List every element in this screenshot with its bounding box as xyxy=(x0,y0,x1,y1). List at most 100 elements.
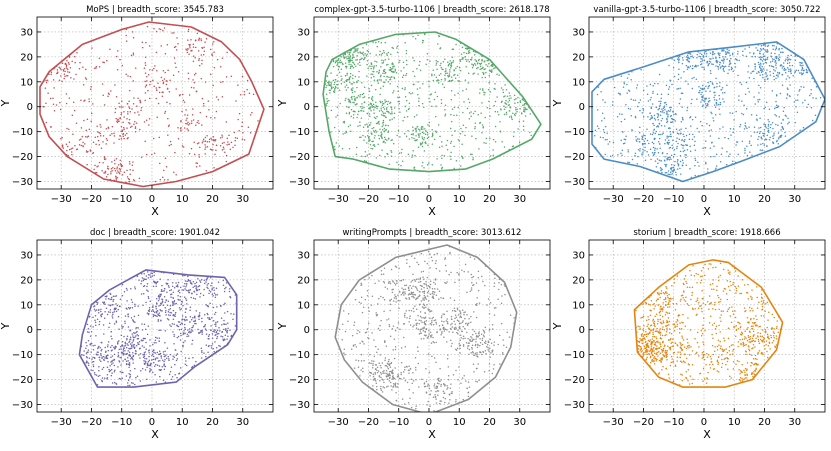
scatter-point xyxy=(478,148,480,150)
scatter-point xyxy=(370,77,373,79)
scatter-point xyxy=(166,101,168,104)
scatter-point xyxy=(623,138,626,140)
scatter-point xyxy=(120,164,122,167)
scatter-point xyxy=(489,115,491,117)
scatter-point xyxy=(691,64,694,67)
scatter-point xyxy=(685,144,687,146)
scatter-point xyxy=(141,340,143,342)
scatter-point xyxy=(166,282,169,285)
scatter-point xyxy=(131,333,133,335)
scatter-point xyxy=(198,122,200,124)
scatter-point xyxy=(814,114,817,116)
scatter-point xyxy=(712,51,714,53)
scatter-point xyxy=(113,370,116,373)
scatter-point xyxy=(421,290,424,293)
scatter-point xyxy=(463,270,465,273)
scatter-point xyxy=(726,51,728,53)
scatter-point xyxy=(706,62,708,64)
scatter-point xyxy=(203,46,205,48)
scatter-point xyxy=(121,340,124,343)
scatter-point xyxy=(430,389,432,392)
scatter-point xyxy=(467,72,470,74)
scatter-point xyxy=(210,116,212,119)
scatter-point xyxy=(144,357,146,360)
scatter-point xyxy=(421,145,424,148)
scatter-point xyxy=(447,75,450,78)
scatter-point xyxy=(431,129,433,131)
scatter-point xyxy=(747,71,749,73)
scatter-point xyxy=(104,158,107,160)
scatter-point xyxy=(184,332,186,334)
scatter-point xyxy=(113,348,116,350)
scatter-point xyxy=(427,335,430,338)
scatter-point xyxy=(187,124,190,126)
scatter-point xyxy=(764,80,766,82)
scatter-point xyxy=(728,65,730,67)
scatter-point xyxy=(404,380,407,382)
scatter-point xyxy=(107,341,110,343)
scatter-point xyxy=(383,68,386,71)
scatter-point xyxy=(677,165,680,167)
scatter-point xyxy=(159,309,161,311)
scatter-point xyxy=(493,87,495,90)
scatter-point xyxy=(129,173,131,175)
scatter-point xyxy=(383,108,386,110)
scatter-point xyxy=(93,67,96,70)
scatter-point xyxy=(682,118,684,120)
scatter-point xyxy=(123,353,125,355)
scatter-point xyxy=(449,142,452,144)
scatter-point xyxy=(96,125,98,128)
scatter-point xyxy=(488,81,490,84)
scatter-point xyxy=(714,91,716,93)
scatter-point xyxy=(705,85,707,88)
scatter-point xyxy=(82,66,84,68)
scatter-point xyxy=(513,131,515,133)
scatter-point xyxy=(712,120,715,122)
x-tick-label: 30 xyxy=(236,194,249,205)
scatter-point xyxy=(184,328,187,331)
scatter-point xyxy=(381,100,384,103)
scatter-point xyxy=(660,119,663,122)
scatter-point xyxy=(138,341,141,343)
scatter-point xyxy=(396,51,399,53)
scatter-point xyxy=(679,167,681,170)
scatter-point xyxy=(334,78,337,81)
scatter-point xyxy=(94,373,96,376)
scatter-point xyxy=(193,364,196,367)
scatter-point xyxy=(669,167,672,169)
scatter-point xyxy=(451,318,453,320)
scatter-point xyxy=(65,65,68,68)
scatter-point xyxy=(650,158,652,161)
scatter-point xyxy=(149,69,151,71)
scatter-point xyxy=(212,320,215,322)
scatter-point xyxy=(116,172,118,174)
scatter-point xyxy=(372,41,374,43)
scatter-point xyxy=(673,113,675,116)
scatter-point xyxy=(114,346,117,349)
scatter-point xyxy=(348,148,351,150)
scatter-point xyxy=(80,138,82,140)
scatter-point xyxy=(356,86,358,89)
scatter-point xyxy=(129,169,131,171)
scatter-point xyxy=(378,123,380,125)
scatter-point xyxy=(429,405,431,408)
scatter-point xyxy=(230,75,233,78)
scatter-point xyxy=(718,63,721,66)
scatter-point xyxy=(760,136,763,138)
scatter-point xyxy=(134,303,136,306)
scatter-point xyxy=(782,65,785,68)
scatter-point xyxy=(750,135,752,137)
scatter-point xyxy=(179,93,181,96)
scatter-point xyxy=(110,304,112,306)
scatter-point xyxy=(59,108,62,111)
scatter-point xyxy=(668,173,671,176)
scatter-point xyxy=(356,58,359,61)
scatter-point xyxy=(122,371,124,374)
scatter-point xyxy=(154,315,157,317)
scatter-point xyxy=(339,59,342,61)
scatter-point xyxy=(140,370,142,372)
scatter-point xyxy=(476,67,478,70)
scatter-point xyxy=(692,133,694,136)
scatter-point xyxy=(369,102,372,105)
scatter-point xyxy=(202,140,204,142)
